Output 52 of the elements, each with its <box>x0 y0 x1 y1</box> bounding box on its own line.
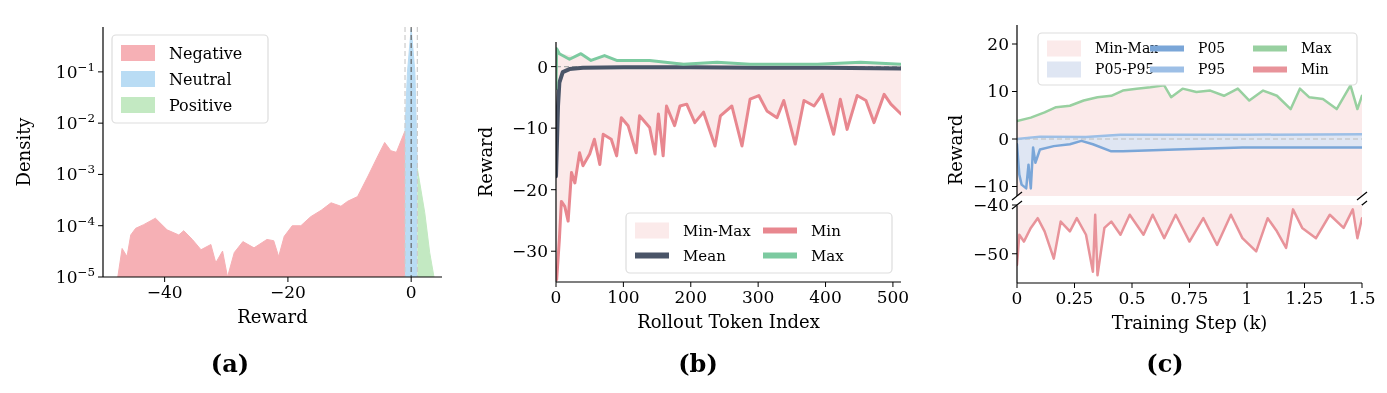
y-axis-title: Reward <box>945 114 966 186</box>
y-tick-label: 10$^{−1}$ <box>55 59 95 82</box>
y-tick-label: 0 <box>998 128 1009 149</box>
x-tick-label: 1.5 <box>1348 288 1376 308</box>
y-tick-label: −20 <box>512 179 548 200</box>
x-tick-label: 0 <box>405 282 417 302</box>
x-tick-label: 500 <box>876 287 910 307</box>
legend-label: Min <box>1301 61 1329 78</box>
y-axis-title: Density <box>13 116 34 187</box>
y-tick-label: −30 <box>512 241 548 262</box>
y-tick-label: −10 <box>973 176 1009 197</box>
legend-label: Neutral <box>169 69 232 89</box>
text: (c) <box>1146 349 1184 378</box>
y-tick-label: 10$^{−5}$ <box>55 264 95 287</box>
x-tick-label: 1.25 <box>1285 288 1324 308</box>
text: (a) <box>210 349 250 378</box>
y-tick-label: 10$^{−3}$ <box>55 162 95 185</box>
y-tick-label: 10$^{−4}$ <box>55 213 95 236</box>
y-tick-label: 0 <box>537 56 548 77</box>
x-axis-title: Training Step (k) <box>1111 312 1268 333</box>
x-axis-title: Reward <box>237 306 308 327</box>
x-tick-label: −20 <box>269 282 306 302</box>
x-tick-label: 1 <box>1241 288 1253 308</box>
legend-label: P05 <box>1198 40 1226 57</box>
legend-label: Positive <box>169 95 233 115</box>
legend-label: Mean <box>683 246 727 265</box>
legend-label: P05-P95 <box>1095 61 1155 78</box>
legend-label: Max <box>1301 40 1332 57</box>
y-tick-label: −40 <box>973 194 1009 215</box>
y-tick-label: 10$^{−2}$ <box>55 111 95 134</box>
x-tick-label: 100 <box>607 287 640 307</box>
x-tick-label: 0.75 <box>1170 288 1209 308</box>
x-tick-label: −40 <box>146 282 183 302</box>
y-tick-label: 10 <box>987 81 1009 102</box>
y-tick-label: −10 <box>512 118 548 139</box>
legend-label: Negative <box>169 43 243 63</box>
y-axis-title: Reward <box>475 126 496 198</box>
x-tick-label: 0 <box>550 287 562 307</box>
legend-label: Max <box>811 246 845 265</box>
x-tick-label: 300 <box>741 287 775 307</box>
x-tick-label: 400 <box>809 287 842 307</box>
legend-label: P95 <box>1198 61 1226 78</box>
text: (b) <box>678 349 718 378</box>
legend-label: Min-Max <box>683 221 752 240</box>
x-tick-label: 0.25 <box>1055 288 1094 308</box>
x-tick-label: 200 <box>674 287 707 307</box>
y-tick-label: 20 <box>987 33 1009 54</box>
y-tick-label: −50 <box>973 243 1009 264</box>
x-tick-label: 0.5 <box>1118 288 1146 308</box>
x-axis-title: Rollout Token Index <box>637 311 820 332</box>
legend-label: Min <box>811 221 842 240</box>
x-tick-label: 0 <box>1011 288 1023 308</box>
